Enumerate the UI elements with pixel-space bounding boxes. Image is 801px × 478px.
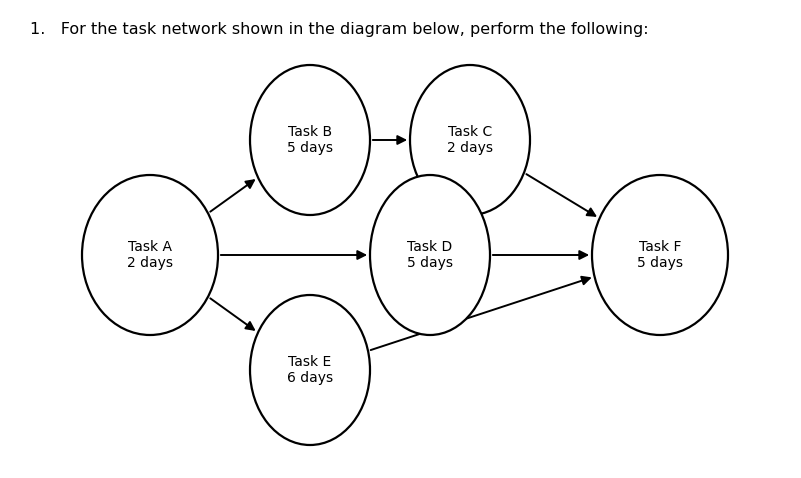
Text: Task B
5 days: Task B 5 days	[287, 125, 333, 155]
Text: 1.   For the task network shown in the diagram below, perform the following:: 1. For the task network shown in the dia…	[30, 22, 649, 37]
Ellipse shape	[82, 175, 218, 335]
Text: Task E
6 days: Task E 6 days	[287, 355, 333, 385]
Ellipse shape	[250, 295, 370, 445]
Text: Task D
5 days: Task D 5 days	[407, 240, 453, 270]
Ellipse shape	[250, 65, 370, 215]
Text: Task F
5 days: Task F 5 days	[637, 240, 683, 270]
Text: Task A
2 days: Task A 2 days	[127, 240, 173, 270]
Ellipse shape	[592, 175, 728, 335]
Ellipse shape	[410, 65, 530, 215]
Ellipse shape	[370, 175, 490, 335]
Text: Task C
2 days: Task C 2 days	[447, 125, 493, 155]
